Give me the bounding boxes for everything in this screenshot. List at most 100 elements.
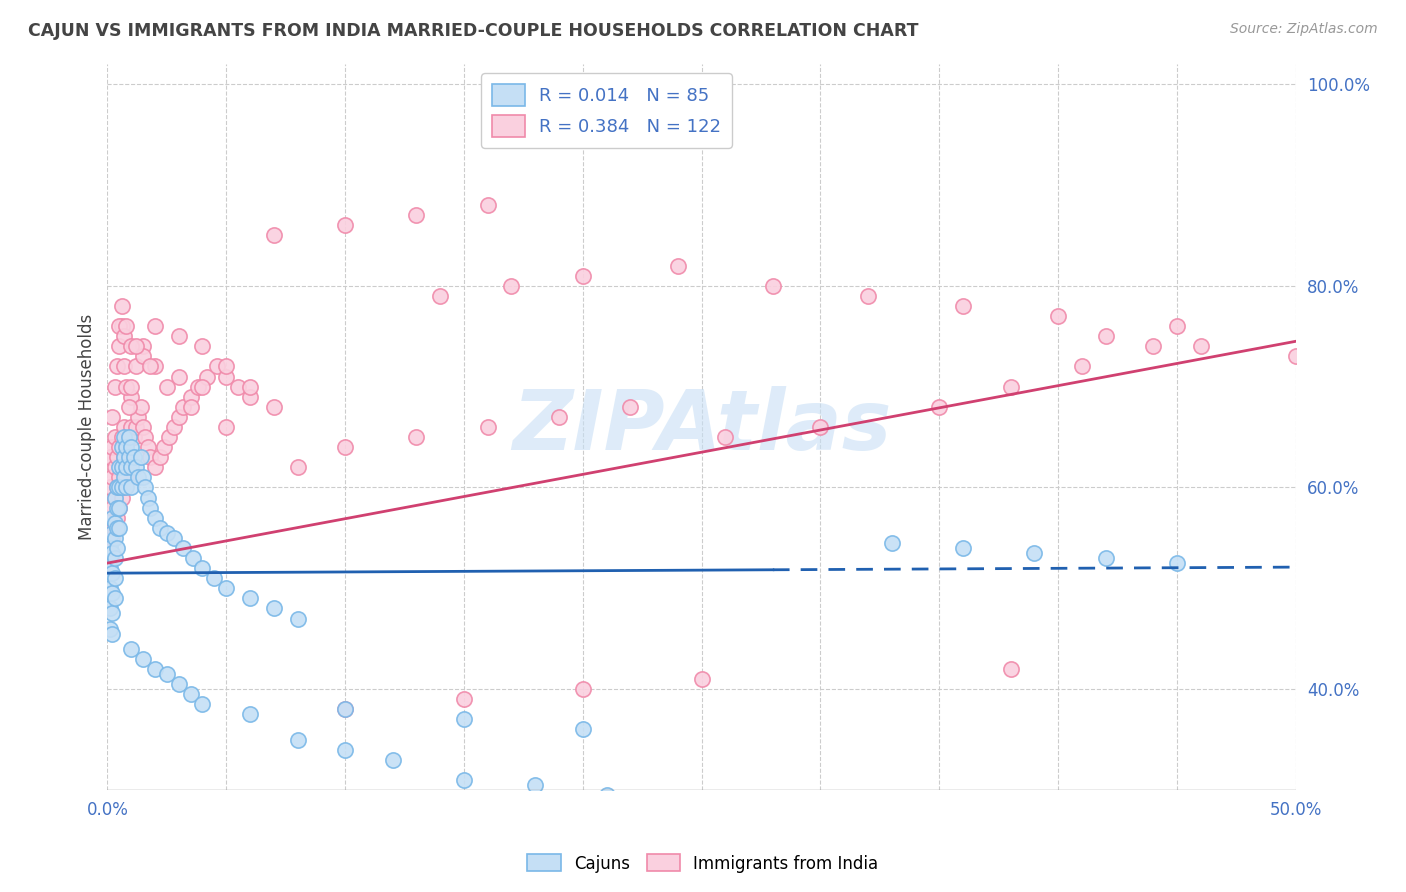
Point: [105, 521, 128, 535]
Point: [880, 536, 903, 550]
Point: [453, 712, 475, 726]
Point: [287, 611, 309, 625]
Point: [1047, 309, 1070, 323]
Point: [120, 450, 142, 465]
Point: [333, 440, 356, 454]
Point: [105, 359, 128, 374]
Point: [105, 450, 128, 465]
Point: [1000, 379, 1022, 393]
Point: [101, 586, 124, 600]
Text: ZIPAtlas: ZIPAtlas: [512, 386, 891, 467]
Point: [98, 582, 121, 596]
Point: [101, 607, 124, 621]
Point: [153, 440, 176, 454]
Point: [205, 359, 228, 374]
Point: [1166, 556, 1188, 570]
Point: [1094, 551, 1116, 566]
Point: [191, 697, 214, 711]
Point: [139, 500, 162, 515]
Point: [405, 208, 427, 222]
Point: [112, 480, 135, 494]
Point: [1189, 339, 1212, 353]
Point: [105, 480, 128, 494]
Point: [101, 566, 124, 581]
Point: [215, 369, 238, 384]
Point: [112, 329, 135, 343]
Point: [103, 516, 125, 530]
Point: [101, 546, 124, 560]
Point: [180, 687, 202, 701]
Point: [105, 480, 128, 494]
Point: [429, 289, 451, 303]
Point: [112, 359, 135, 374]
Point: [571, 268, 593, 283]
Text: Source: ZipAtlas.com: Source: ZipAtlas.com: [1230, 22, 1378, 37]
Point: [477, 420, 499, 434]
Point: [118, 430, 141, 444]
Point: [111, 491, 134, 505]
Point: [111, 460, 134, 475]
Point: [167, 409, 190, 424]
Point: [333, 702, 356, 716]
Point: [112, 430, 135, 444]
Point: [108, 480, 131, 494]
Point: [333, 702, 356, 716]
Point: [115, 460, 138, 475]
Point: [287, 732, 309, 747]
Point: [149, 450, 172, 465]
Point: [103, 591, 125, 606]
Point: [952, 541, 974, 555]
Point: [115, 379, 138, 393]
Point: [111, 430, 134, 444]
Point: [115, 440, 138, 454]
Point: [139, 450, 162, 465]
Point: [118, 400, 141, 414]
Point: [108, 440, 131, 454]
Point: [1166, 319, 1188, 334]
Point: [263, 228, 285, 243]
Point: [738, 808, 761, 822]
Point: [453, 772, 475, 787]
Point: [762, 278, 785, 293]
Point: [115, 470, 138, 484]
Point: [856, 289, 879, 303]
Point: [105, 510, 128, 524]
Point: [167, 677, 190, 691]
Point: [619, 400, 641, 414]
Point: [1000, 662, 1022, 676]
Text: CAJUN VS IMMIGRANTS FROM INDIA MARRIED-COUPLE HOUSEHOLDS CORRELATION CHART: CAJUN VS IMMIGRANTS FROM INDIA MARRIED-C…: [28, 22, 918, 40]
Point: [105, 541, 128, 555]
Point: [928, 400, 950, 414]
Point: [215, 359, 238, 374]
Point: [239, 390, 262, 404]
Point: [120, 480, 142, 494]
Point: [111, 299, 134, 313]
Point: [132, 339, 155, 353]
Point: [156, 379, 179, 393]
Point: [714, 430, 737, 444]
Point: [132, 350, 155, 364]
Point: [103, 430, 125, 444]
Point: [103, 460, 125, 475]
Point: [101, 500, 124, 515]
Point: [112, 420, 135, 434]
Point: [122, 430, 145, 444]
Point: [103, 491, 125, 505]
Point: [263, 601, 285, 615]
Point: [1024, 546, 1046, 560]
Point: [810, 818, 832, 832]
Point: [134, 480, 156, 494]
Point: [120, 641, 142, 656]
Point: [191, 379, 214, 393]
Point: [524, 778, 547, 792]
Point: [101, 440, 124, 454]
Point: [111, 319, 134, 334]
Point: [136, 440, 159, 454]
Point: [118, 450, 141, 465]
Point: [226, 379, 249, 393]
Point: [112, 450, 135, 465]
Point: [98, 510, 121, 524]
Point: [1285, 350, 1308, 364]
Point: [239, 707, 262, 722]
Point: [118, 460, 141, 475]
